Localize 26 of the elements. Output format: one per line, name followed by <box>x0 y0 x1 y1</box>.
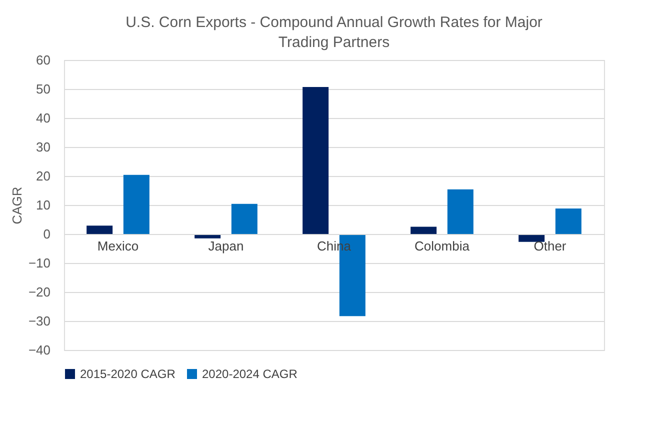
bar <box>410 226 437 234</box>
y-tick-label: 60 <box>36 52 50 68</box>
bar <box>302 86 329 234</box>
y-tick-label: −20 <box>28 284 50 300</box>
y-tick-label: 0 <box>43 226 50 242</box>
legend-label: 2015-2020 CAGR <box>80 367 176 381</box>
y-tick-label: 50 <box>36 82 50 96</box>
chart-title: U.S. Corn Exports - Compound Annual Growth Rates for Major Trading Partners <box>126 14 542 51</box>
bar <box>86 226 113 234</box>
y-tick-label: 30 <box>36 140 50 154</box>
bar <box>231 204 258 234</box>
bar <box>555 208 582 234</box>
y-axis-title: CAGR <box>9 186 24 224</box>
bar <box>447 189 474 234</box>
x-tick-label: Mexico <box>97 238 139 254</box>
x-tick-label: Colombia <box>414 238 470 254</box>
y-tick-label: −10 <box>28 256 50 270</box>
y-tick-label: −40 <box>28 342 50 358</box>
y-tick-label: 40 <box>36 110 50 126</box>
legend-label: 2020-2024 CAGR <box>202 367 298 381</box>
x-tick-label: Japan <box>208 238 244 254</box>
x-tick-label: Other <box>534 238 567 254</box>
y-tick-label: 20 <box>36 168 50 184</box>
y-tick-label: −30 <box>28 314 50 328</box>
y-tick-label: 10 <box>36 198 50 212</box>
bar <box>123 174 150 234</box>
